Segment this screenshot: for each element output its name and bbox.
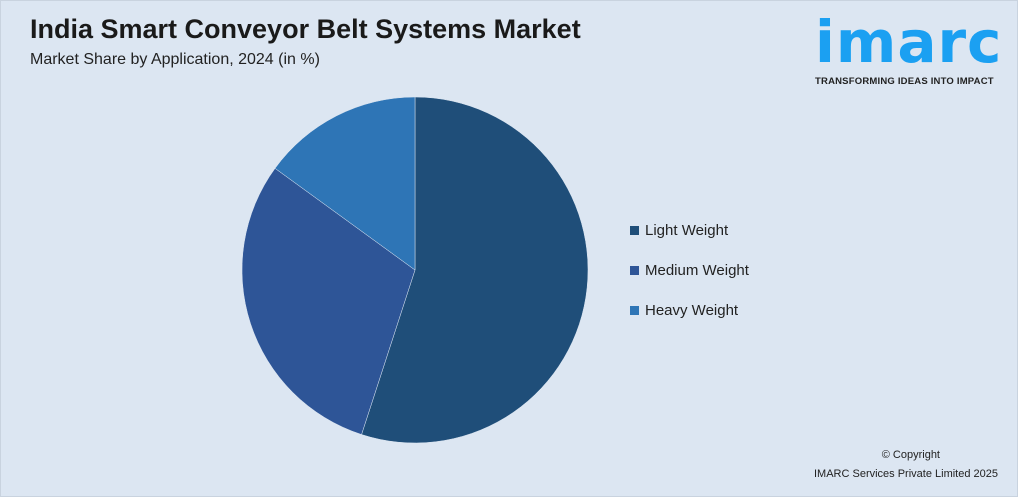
chart-title: India Smart Conveyor Belt Systems Market [30,14,581,44]
copyright-label: © Copyright [881,449,940,461]
legend-swatch [630,265,639,275]
imarc-logo: imarc TRANSFORMING IDEAS INTO IMPACT [815,10,1010,87]
copyright-company: IMARC Services Private Limited 2025 [813,468,998,480]
pie-slice-light-weight [361,96,589,444]
chart-subtitle: Market Share by Application, 2024 (in %) [30,51,320,68]
legend-swatch [630,225,639,235]
pie-slice-heavy-weight [274,96,416,271]
legend-label: Medium Weight [645,261,749,279]
logo-word: imarc [815,8,1003,76]
legend: Light Weight Medium Weight Heavy Weight [630,200,749,340]
legend-item: Medium Weight [630,240,749,300]
copyright: © Copyright IMARC Services Private Limit… [814,446,998,484]
legend-label: Light Weight [645,221,729,239]
legend-item: Heavy Weight [630,280,749,340]
logo-tagline: TRANSFORMING IDEAS INTO IMPACT [815,76,994,87]
legend-item: Light Weight [630,200,749,260]
pie-slice-medium-weight [241,167,416,435]
legend-swatch [630,305,639,315]
legend-label: Heavy Weight [645,301,739,319]
